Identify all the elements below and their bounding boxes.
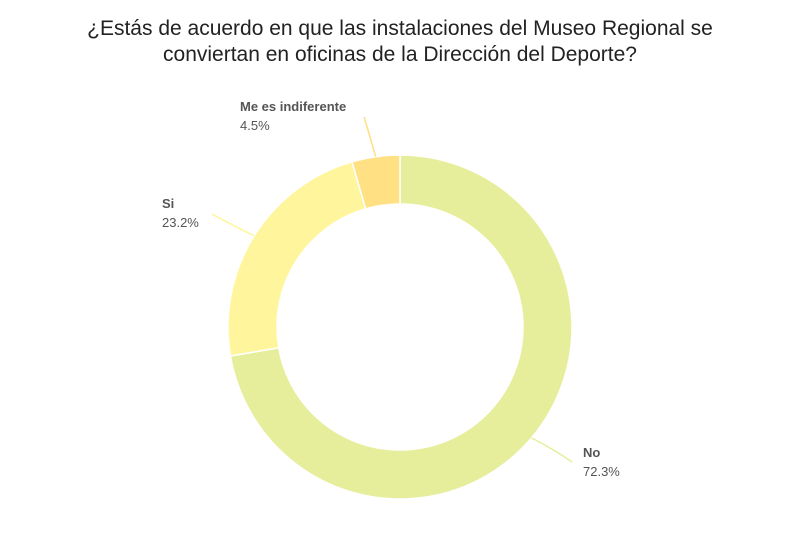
slice-me-es-indiferente [351,154,401,210]
slice-value-no: 72.3% [583,464,620,479]
slice-label-me-es-indiferente: Me es indiferente [240,99,346,114]
slice-label-si: Si [162,196,174,211]
slice-no [229,154,573,500]
leader-line-si [211,213,255,237]
slice-labels-layer: No 72.3% Si 23.2% Me es indiferente 4.5% [162,99,620,479]
chart-title: ¿Estás de acuerdo en que las instalacion… [40,16,760,68]
slice-si [227,160,367,357]
slice-value-si: 23.2% [162,215,199,230]
leader-line-no [531,437,573,463]
slices-layer [227,154,573,500]
slice-value-me-es-indiferente: 4.5% [240,118,270,133]
chart-title-line-2: conviertan en oficinas de la Dirección d… [163,43,637,66]
chart-title-line-1: ¿Estás de acuerdo en que las instalacion… [87,17,713,40]
leader-lines-layer [211,116,573,463]
leader-line-me-es-indiferente [363,116,377,157]
slice-label-no: No [583,445,600,460]
